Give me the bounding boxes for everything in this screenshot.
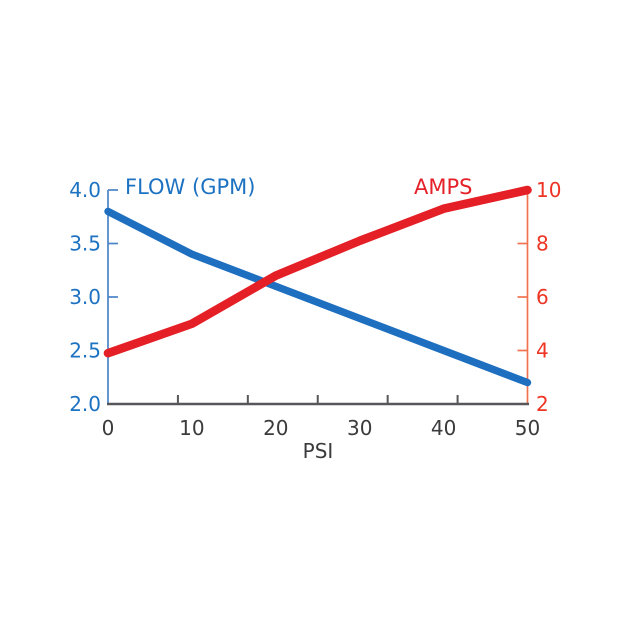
- svg-text:3.0: 3.0: [69, 285, 101, 309]
- amps-axis-title: AMPS: [414, 175, 473, 199]
- svg-text:40: 40: [431, 416, 456, 440]
- svg-text:10: 10: [179, 416, 204, 440]
- flow-axis-title: FLOW (GPM): [125, 175, 256, 199]
- svg-text:20: 20: [263, 416, 288, 440]
- svg-text:4.0: 4.0: [69, 178, 101, 202]
- svg-text:30: 30: [347, 416, 372, 440]
- svg-text:10: 10: [536, 178, 561, 202]
- svg-text:2: 2: [536, 392, 549, 416]
- svg-text:6: 6: [536, 285, 549, 309]
- svg-text:8: 8: [536, 232, 549, 256]
- svg-text:50: 50: [515, 416, 540, 440]
- svg-text:3.5: 3.5: [69, 232, 101, 256]
- svg-text:4: 4: [536, 339, 549, 363]
- svg-text:2.0: 2.0: [69, 392, 101, 416]
- svg-text:0: 0: [102, 416, 115, 440]
- svg-text:2.5: 2.5: [69, 339, 101, 363]
- x-axis-title: PSI: [302, 439, 334, 463]
